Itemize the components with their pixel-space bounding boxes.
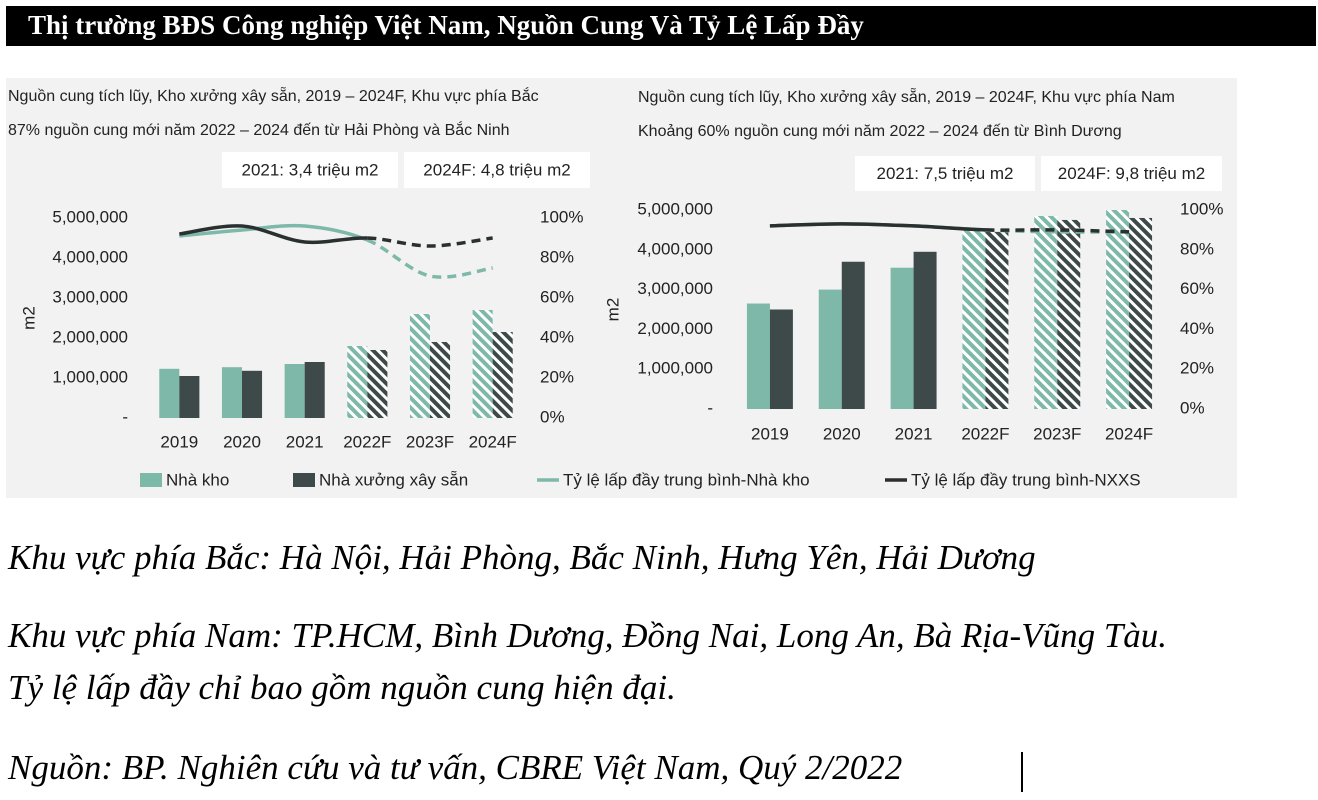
y-tick-label: 1,000,000	[637, 359, 713, 378]
y-axis-label: m2	[603, 298, 622, 322]
annotation: 2021: 3,4 triệu m2	[241, 160, 378, 179]
bar	[746, 303, 770, 409]
bar	[472, 310, 493, 418]
bar	[179, 376, 200, 418]
y2-tick-label: 80%	[1180, 239, 1214, 258]
note: Khu vực phía Nam: TP.HCM, Bình Dương, Đồ…	[8, 616, 1168, 655]
x-tick-label: 2024F	[1105, 424, 1153, 443]
annotation-box	[222, 152, 398, 188]
bar	[430, 342, 451, 418]
y2-tick-label: 0%	[1180, 398, 1205, 417]
bar	[409, 314, 430, 418]
bar	[159, 368, 180, 418]
bar	[242, 370, 263, 418]
y2-tick-label: 60%	[1180, 279, 1214, 298]
bar	[1129, 217, 1153, 409]
line	[366, 238, 493, 279]
line	[179, 223, 368, 242]
legend-label: Nhà kho	[166, 470, 229, 489]
x-tick-label: 2021	[286, 432, 324, 451]
note: Tỷ lệ lấp đầy chỉ bao gồm nguồn cung hiệ…	[8, 668, 676, 707]
note: Khu vực phía Bắc: Hà Nội, Hải Phòng, Bắc…	[8, 538, 1036, 577]
bar	[769, 309, 793, 409]
chart-title: Nguồn cung tích lũy, Kho xưởng xây sẵn, …	[8, 86, 539, 105]
y-tick-label: 5,000,000	[637, 199, 713, 218]
bar	[962, 229, 986, 409]
y2-tick-label: 100%	[540, 207, 583, 226]
x-tick-label: 2022F	[961, 424, 1009, 443]
bar	[347, 346, 368, 418]
y-axis-label: m2	[19, 306, 38, 330]
y-tick-label: 3,000,000	[637, 279, 713, 298]
x-tick-label: 2019	[160, 432, 198, 451]
note: Nguồn: BP. Nghiên cứu và tư vấn, CBRE Vi…	[8, 748, 903, 787]
y-tick-label: 2,000,000	[637, 319, 713, 338]
line	[179, 224, 368, 245]
bar	[304, 362, 325, 418]
chart-subtitle: Khoảng 60% nguồn cung mới năm 2022 – 202…	[638, 123, 1122, 140]
bar	[284, 364, 305, 418]
bar	[841, 261, 865, 409]
y2-tick-label: 20%	[540, 367, 574, 386]
y2-tick-label: 80%	[540, 247, 574, 266]
bar	[890, 267, 914, 409]
annotation: 2024F: 9,8 triệu m2	[1058, 164, 1205, 183]
x-tick-label: 2024F	[469, 432, 517, 451]
chart-subtitle: 87% nguồn cung mới năm 2022 – 2024 đến t…	[8, 120, 510, 139]
annotation: 2024F: 4,8 triệu m2	[423, 160, 570, 179]
bar	[367, 350, 388, 418]
text-cursor	[1021, 752, 1023, 792]
y-tick-label: 2,000,000	[52, 327, 128, 346]
y-tick-label: 4,000,000	[52, 247, 128, 266]
y-tick-label: -	[122, 407, 128, 426]
y2-tick-label: 40%	[540, 327, 574, 346]
y2-tick-label: 0%	[540, 407, 565, 426]
legend-label: Nhà xưởng xây sẵn	[319, 470, 468, 489]
bar	[221, 367, 242, 418]
bar	[818, 289, 842, 409]
y2-tick-label: 40%	[1180, 319, 1214, 338]
x-tick-label: 2020	[223, 432, 261, 451]
annotation: 2021: 7,5 triệu m2	[876, 164, 1013, 183]
legend-swatch	[140, 473, 162, 487]
y-tick-label: -	[707, 398, 713, 417]
y-tick-label: 1,000,000	[52, 367, 128, 386]
bar	[1057, 219, 1081, 409]
y2-tick-label: 60%	[540, 287, 574, 306]
x-tick-label: 2022F	[343, 432, 391, 451]
bar	[1106, 210, 1130, 409]
bar	[1034, 215, 1058, 409]
annotation-box	[1041, 156, 1222, 191]
bar	[492, 332, 513, 418]
bar	[985, 231, 1009, 409]
x-tick-label: 2019	[751, 424, 789, 443]
y2-tick-label: 20%	[1180, 359, 1214, 378]
y-tick-label: 5,000,000	[52, 207, 128, 226]
legend-label: Tỷ lệ lấp đầy trung bình-Nhà kho	[563, 470, 810, 489]
x-tick-label: 2023F	[1033, 424, 1081, 443]
y2-tick-label: 100%	[1180, 199, 1223, 218]
header-title: Thị trường BĐS Công nghiệp Việt Nam, Ngu…	[28, 10, 864, 40]
y-tick-label: 3,000,000	[52, 287, 128, 306]
legend-swatch	[293, 473, 315, 487]
legend-label: Tỷ lệ lấp đầy trung bình-NXXS	[911, 470, 1141, 489]
annotation-box	[855, 156, 1035, 191]
y-tick-label: 4,000,000	[637, 239, 713, 258]
x-tick-label: 2021	[895, 424, 933, 443]
chart-title: Nguồn cung tích lũy, Kho xưởng xây sẵn, …	[638, 87, 1175, 106]
x-tick-label: 2023F	[406, 432, 454, 451]
line	[769, 222, 986, 232]
charts-panel: Nguồn cung tích lũy, Kho xưởng xây sẵn, …	[6, 78, 1237, 498]
bar	[913, 251, 937, 409]
panel-background	[6, 78, 1237, 498]
line	[985, 228, 1130, 234]
header-bar: Thị trường BĐS Công nghiệp Việt Nam, Ngu…	[6, 6, 1316, 46]
line	[367, 236, 493, 248]
x-tick-label: 2020	[823, 424, 861, 443]
annotation-box	[404, 152, 590, 188]
